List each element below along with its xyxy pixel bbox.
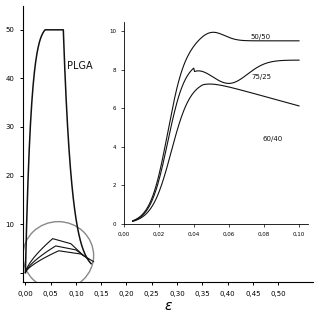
X-axis label: ε: ε bbox=[164, 300, 172, 314]
Text: PLGA: PLGA bbox=[67, 61, 93, 71]
